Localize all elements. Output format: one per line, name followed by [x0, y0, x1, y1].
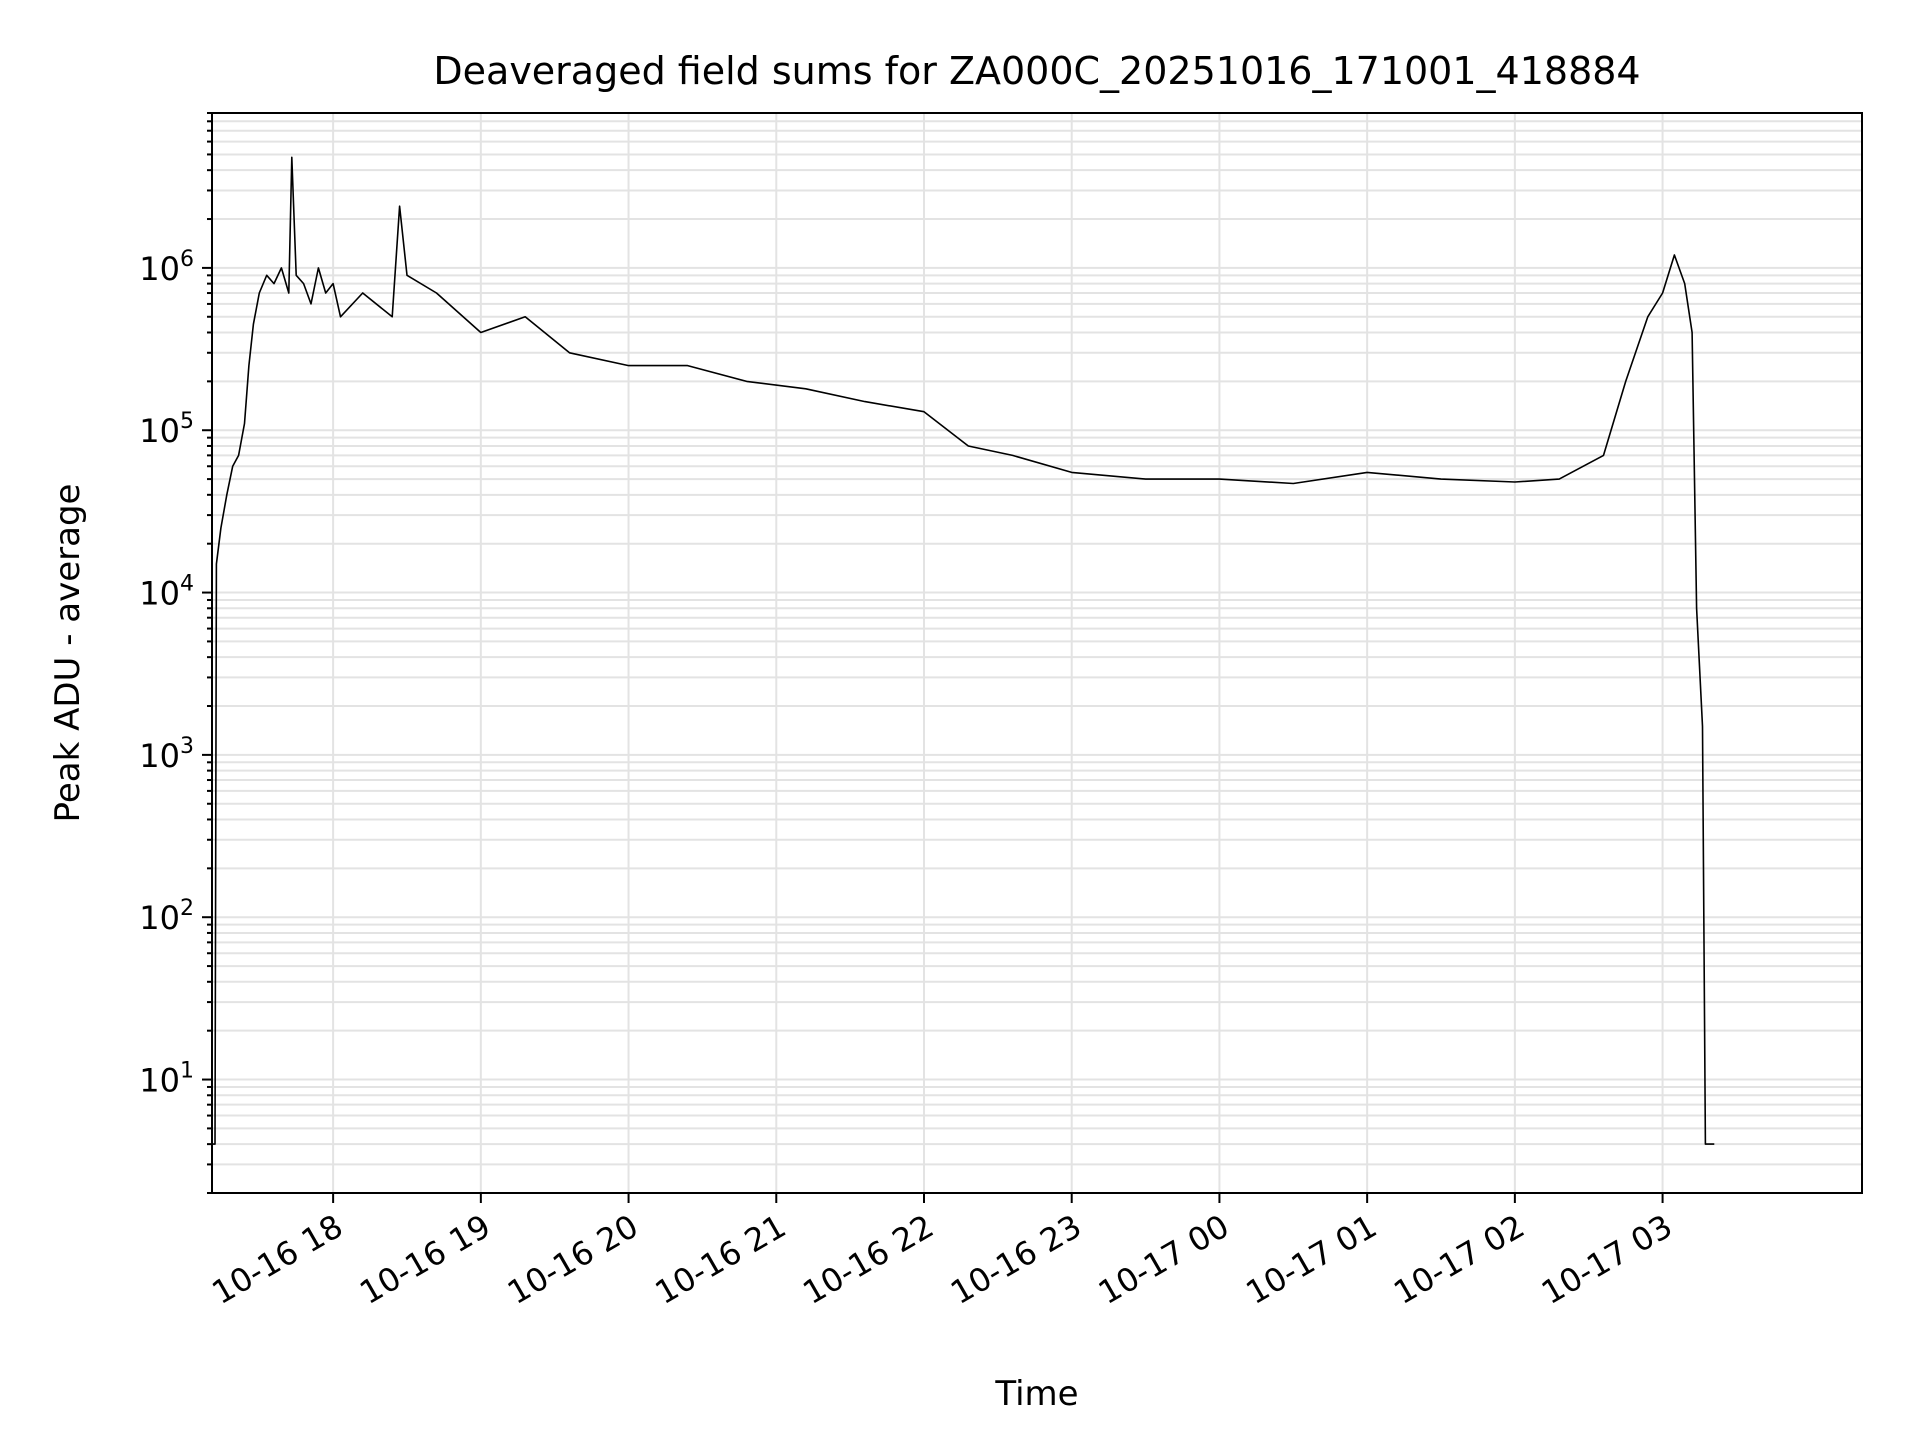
x-tick-label: 10-16 20 — [501, 1207, 645, 1312]
y-tick-label: 102 — [139, 896, 194, 937]
y-tick-label: 106 — [139, 247, 194, 288]
y-tick-label: 103 — [139, 734, 194, 775]
grid-lines — [212, 112, 1862, 1194]
y-axis-label: Peak ADU - average — [48, 484, 88, 823]
x-tick-label: 10-17 03 — [1535, 1207, 1679, 1312]
plot-area-frame — [211, 112, 1863, 1194]
x-tick-label: 10-16 23 — [944, 1207, 1088, 1312]
x-tick-label: 10-16 19 — [353, 1207, 497, 1312]
series-line-layer — [212, 156, 1715, 1145]
x-tick-label: 10-16 18 — [206, 1207, 350, 1312]
chart-title: Deaveraged field sums for ZA000C_2025101… — [433, 49, 1640, 93]
y-tick-label: 104 — [139, 572, 194, 613]
y-tick-label: 105 — [139, 409, 194, 450]
x-tick-label: 10-17 01 — [1240, 1207, 1384, 1312]
x-axis-label: Time — [994, 1374, 1078, 1414]
y-tick-label: 101 — [139, 1059, 194, 1100]
x-tick-label: 10-17 00 — [1092, 1207, 1236, 1312]
x-tick-label: 10-16 21 — [649, 1207, 793, 1312]
series-line — [212, 156, 1715, 1145]
x-tick-label: 10-16 22 — [796, 1207, 940, 1312]
x-tick-label: 10-17 02 — [1387, 1207, 1531, 1312]
